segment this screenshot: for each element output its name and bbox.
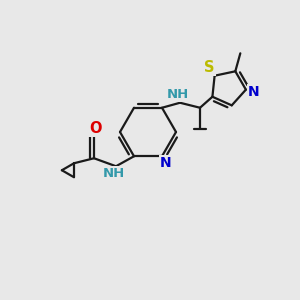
Text: NH: NH <box>167 88 189 101</box>
Text: N: N <box>248 85 260 99</box>
Text: NH: NH <box>103 167 125 180</box>
Text: S: S <box>204 60 215 75</box>
Text: O: O <box>89 121 101 136</box>
Text: N: N <box>160 156 172 170</box>
